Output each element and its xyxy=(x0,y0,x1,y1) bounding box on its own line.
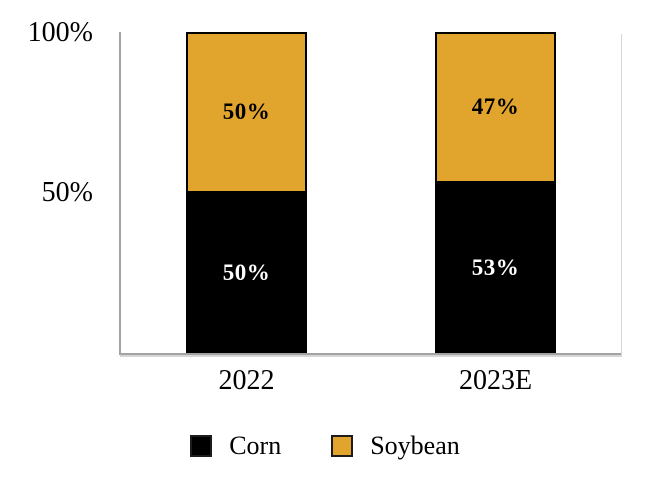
legend-label-corn: Corn xyxy=(229,431,282,460)
data-label-corn-2023e: 53% xyxy=(471,254,520,280)
x-axis-category-labels: 2022 2023E xyxy=(121,365,621,400)
category-label-2023e: 2023E xyxy=(458,365,533,396)
legend-swatch-soybean xyxy=(331,435,354,457)
data-label-soybean-2023e: 47% xyxy=(471,94,520,120)
legend-item-soybean: Soybean xyxy=(331,433,460,459)
stacked-bar-2022: 50% 50% xyxy=(186,32,307,353)
y-tick-label-100: 100% xyxy=(27,17,93,48)
legend-label-soybean: Soybean xyxy=(370,431,460,460)
y-axis-tick-labels: 100% 50% xyxy=(0,19,93,353)
y-tick-label-50: 50% xyxy=(41,177,93,208)
plot-area: 50% 50% 53% 47% xyxy=(119,32,621,355)
bar-segment-corn-2022: 50% xyxy=(186,192,307,353)
data-label-corn-2022: 50% xyxy=(222,259,271,285)
category-label-2022: 2022 xyxy=(218,365,275,396)
bar-segment-soybean-2022: 50% xyxy=(186,32,307,193)
data-label-soybean-2022: 50% xyxy=(222,99,271,125)
chart-legend: Corn Soybean xyxy=(0,433,650,459)
bar-segment-corn-2023e: 53% xyxy=(435,182,556,353)
stacked-bar-2023e: 53% 47% xyxy=(435,32,556,353)
legend-swatch-corn xyxy=(190,435,213,457)
legend-item-corn: Corn xyxy=(190,433,281,459)
bar-segment-soybean-2023e: 47% xyxy=(435,32,556,183)
